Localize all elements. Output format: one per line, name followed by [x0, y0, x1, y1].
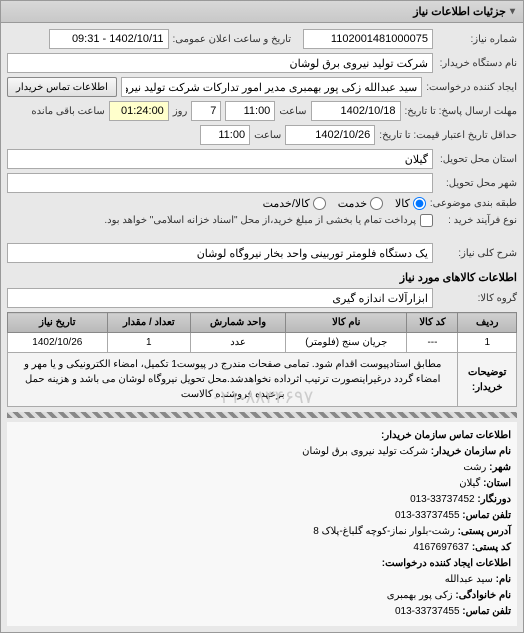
province-label: استان: [483, 478, 511, 489]
fax-label: دورنگار: [477, 494, 511, 505]
address: رشت-بلوار نماز-کوچه گلباغ-پلاک 8 [313, 526, 455, 537]
city: رشت [463, 462, 486, 473]
postal-label: کد پستی: [472, 542, 511, 553]
days-input[interactable] [191, 101, 221, 121]
days-label: روز [173, 106, 188, 117]
goods-section-title: اطلاعات کالاهای مورد نیاز [7, 271, 517, 284]
th-date: تاریخ نیاز [8, 313, 108, 333]
deadline-date-input[interactable] [311, 101, 401, 121]
td-row: 1 [458, 333, 517, 353]
th-code: کد کالا [407, 313, 458, 333]
goods-group-label: گروه کالا: [437, 293, 517, 304]
table-header-row: ردیف کد کالا نام کالا واحد شمارش تعداد /… [8, 313, 517, 333]
org-name: شرکت تولید نیروی برق لوشان [302, 446, 428, 457]
th-unit: واحد شمارش [190, 313, 285, 333]
stripe-divider [7, 412, 517, 418]
td-code: --- [407, 333, 458, 353]
deadline-time-label: ساعت [279, 106, 306, 117]
delivery-province-label: استان محل تحویل: [437, 154, 517, 165]
delivery-city-input[interactable] [7, 173, 433, 193]
remaining-label: ساعت باقی مانده [31, 106, 104, 117]
panel-title: جزئیات اطلاعات نیاز [413, 5, 506, 18]
buyer-name-input[interactable] [7, 53, 433, 73]
th-name: نام کالا [286, 313, 407, 333]
deadline-time-input[interactable] [225, 101, 275, 121]
request-number-input[interactable] [303, 29, 433, 49]
td-qty: 1 [107, 333, 190, 353]
td-date: 1402/10/26 [8, 333, 108, 353]
goods-group-input[interactable] [7, 288, 433, 308]
purchase-note: پرداخت تمام یا بخشی از مبلغ خرید،از محل … [104, 215, 416, 226]
req-phone-label: تلفن تماس: [462, 606, 511, 617]
remaining-time-input [109, 101, 169, 121]
fax: 33737452-013 [410, 494, 475, 505]
requester-input[interactable] [121, 77, 422, 97]
buyer-contact-button[interactable]: اطلاعات تماس خریدار [7, 77, 117, 97]
purchase-type-label: نوع فرآیند خرید : [437, 215, 517, 226]
org-name-label: نام سازمان خریدار: [431, 446, 511, 457]
requester-label: ایجاد کننده درخواست: [426, 82, 517, 93]
province: گیلان [459, 478, 480, 489]
description-input[interactable] [7, 243, 433, 263]
address-label: آدرس پستی: [458, 526, 511, 537]
req-phone: 33737455-013 [395, 606, 460, 617]
radio-goods[interactable]: کالا [395, 197, 426, 210]
contact-title: اطلاعات تماس سازمان خریدار: [381, 430, 511, 441]
td-name: جریان سنج (فلومتر) [286, 333, 407, 353]
buyer-name-label: نام دستگاه خریدار: [437, 58, 517, 69]
radio-service-input[interactable] [370, 197, 383, 210]
request-number-label: شماره نیاز: [437, 34, 517, 45]
purchase-checkbox[interactable] [420, 214, 433, 227]
contact-section: اطلاعات تماس سازمان خریدار: نام سازمان خ… [7, 422, 517, 626]
req-family-label: نام خانوادگی: [455, 590, 511, 601]
th-row: ردیف [458, 313, 517, 333]
phone-label: تلفن تماس: [462, 510, 511, 521]
table-row[interactable]: 1 --- جریان سنج (فلومتر) عدد 1 1402/10/2… [8, 333, 517, 353]
phone: 33737455-013 [395, 510, 460, 521]
city-label: شهر: [489, 462, 511, 473]
th-qty: تعداد / مقدار [107, 313, 190, 333]
panel-header[interactable]: ▾ جزئیات اطلاعات نیاز [1, 1, 523, 23]
validity-date-input[interactable] [285, 125, 375, 145]
deadline-label: مهلت ارسال پاسخ: تا تاریخ: [405, 106, 517, 117]
group-type-radios: کالا خدمت کالا/خدمت [263, 197, 426, 210]
delivery-city-label: شهر محل تحویل: [437, 178, 517, 189]
public-datetime-input[interactable] [49, 29, 169, 49]
radio-goods-service[interactable]: کالا/خدمت [263, 197, 326, 210]
panel-body: شماره نیاز: تاریخ و ساعت اعلان عمومی: نا… [1, 23, 523, 632]
watermark-phone: ۰۲۱-۸۸۳۴۶۹۷ [7, 387, 517, 408]
td-unit: عدد [190, 333, 285, 353]
validity-time-label: ساعت [254, 130, 281, 141]
radio-goods-service-input[interactable] [313, 197, 326, 210]
collapse-icon: ▾ [510, 6, 515, 17]
validity-time-input[interactable] [200, 125, 250, 145]
radio-service[interactable]: خدمت [338, 197, 383, 210]
validity-label: حداقل تاریخ اعتبار قیمت: تا تاریخ: [379, 130, 517, 141]
group-type-label: طبقه بندی موضوعی: [430, 198, 517, 209]
radio-goods-input[interactable] [413, 197, 426, 210]
details-panel: ▾ جزئیات اطلاعات نیاز شماره نیاز: تاریخ … [0, 0, 524, 633]
postal: 4167697637 [413, 542, 469, 553]
delivery-province-input[interactable] [7, 149, 433, 169]
description-label: شرح کلی نیاز: [437, 248, 517, 259]
req-family: زکی پور بهمبری [387, 590, 453, 601]
requester-title: اطلاعات ایجاد کننده درخواست: [382, 558, 511, 569]
public-datetime-label: تاریخ و ساعت اعلان عمومی: [173, 34, 292, 45]
